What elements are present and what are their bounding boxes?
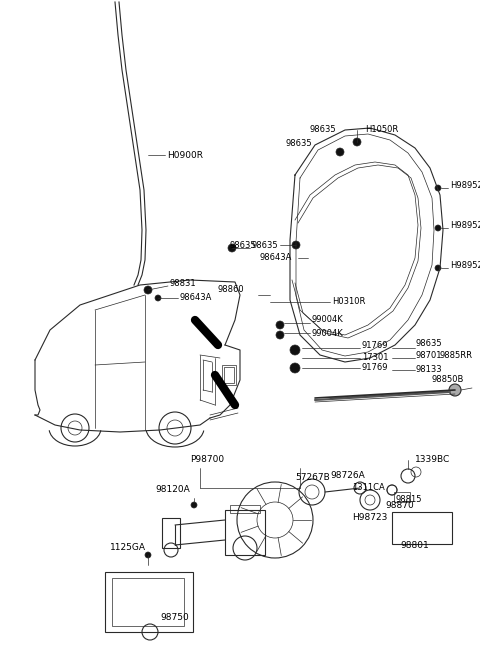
Text: H98952: H98952 (450, 260, 480, 270)
Bar (112, 578, 184, 626)
Text: 99004K: 99004K (312, 329, 344, 337)
Text: 98815: 98815 (395, 495, 421, 504)
Text: H0310R: H0310R (332, 298, 365, 306)
Text: 98635: 98635 (285, 138, 312, 148)
Text: 17301: 17301 (362, 354, 388, 363)
Text: 98643A: 98643A (180, 293, 212, 302)
Text: 99004K: 99004K (312, 316, 344, 325)
Bar (162, 518, 180, 548)
Text: 98635: 98635 (252, 241, 278, 249)
Text: 98860: 98860 (218, 285, 245, 295)
Bar (394, 492, 410, 502)
Text: H0900R: H0900R (167, 150, 203, 159)
Circle shape (276, 321, 284, 329)
Bar (105, 572, 193, 632)
Text: H98952: H98952 (450, 180, 480, 190)
Text: 98801: 98801 (400, 541, 429, 550)
Text: 1339BC: 1339BC (415, 455, 450, 464)
Circle shape (292, 241, 300, 249)
Text: 9885RR: 9885RR (440, 352, 473, 361)
Circle shape (145, 552, 151, 558)
Bar (222, 365, 236, 385)
Circle shape (228, 244, 236, 252)
Text: 98750: 98750 (160, 613, 189, 623)
Text: 98850B: 98850B (432, 375, 464, 384)
Circle shape (449, 384, 461, 396)
Bar (224, 367, 234, 383)
Text: 98635: 98635 (310, 125, 336, 134)
Text: 98133: 98133 (416, 365, 443, 375)
Circle shape (435, 185, 441, 191)
Text: 98831: 98831 (170, 279, 197, 287)
Text: 57267B: 57267B (295, 474, 330, 483)
Bar (225, 510, 265, 555)
Text: 98870: 98870 (385, 501, 414, 510)
Circle shape (276, 331, 284, 339)
Circle shape (191, 502, 197, 508)
Text: 91769: 91769 (362, 363, 388, 373)
Text: H98952: H98952 (450, 220, 480, 230)
Text: 1125GA: 1125GA (110, 544, 146, 552)
Circle shape (353, 138, 361, 146)
Text: 98643A: 98643A (260, 253, 292, 262)
Text: 98120A: 98120A (155, 485, 190, 495)
Text: P98700: P98700 (190, 455, 224, 464)
Circle shape (435, 265, 441, 271)
Text: 98726A: 98726A (330, 472, 365, 480)
Text: 98635: 98635 (416, 338, 443, 348)
Bar (392, 512, 452, 544)
Circle shape (144, 286, 152, 294)
Circle shape (336, 148, 344, 156)
Text: H98723: H98723 (352, 514, 387, 522)
Circle shape (435, 225, 441, 231)
Text: 91769: 91769 (362, 342, 388, 350)
Circle shape (290, 345, 300, 355)
Circle shape (155, 295, 161, 301)
Text: 98701: 98701 (416, 352, 443, 361)
Circle shape (290, 363, 300, 373)
Text: 98635: 98635 (230, 241, 257, 249)
Text: H1050R: H1050R (365, 125, 398, 134)
Bar (230, 505, 260, 513)
Text: 1311CA: 1311CA (352, 483, 385, 493)
